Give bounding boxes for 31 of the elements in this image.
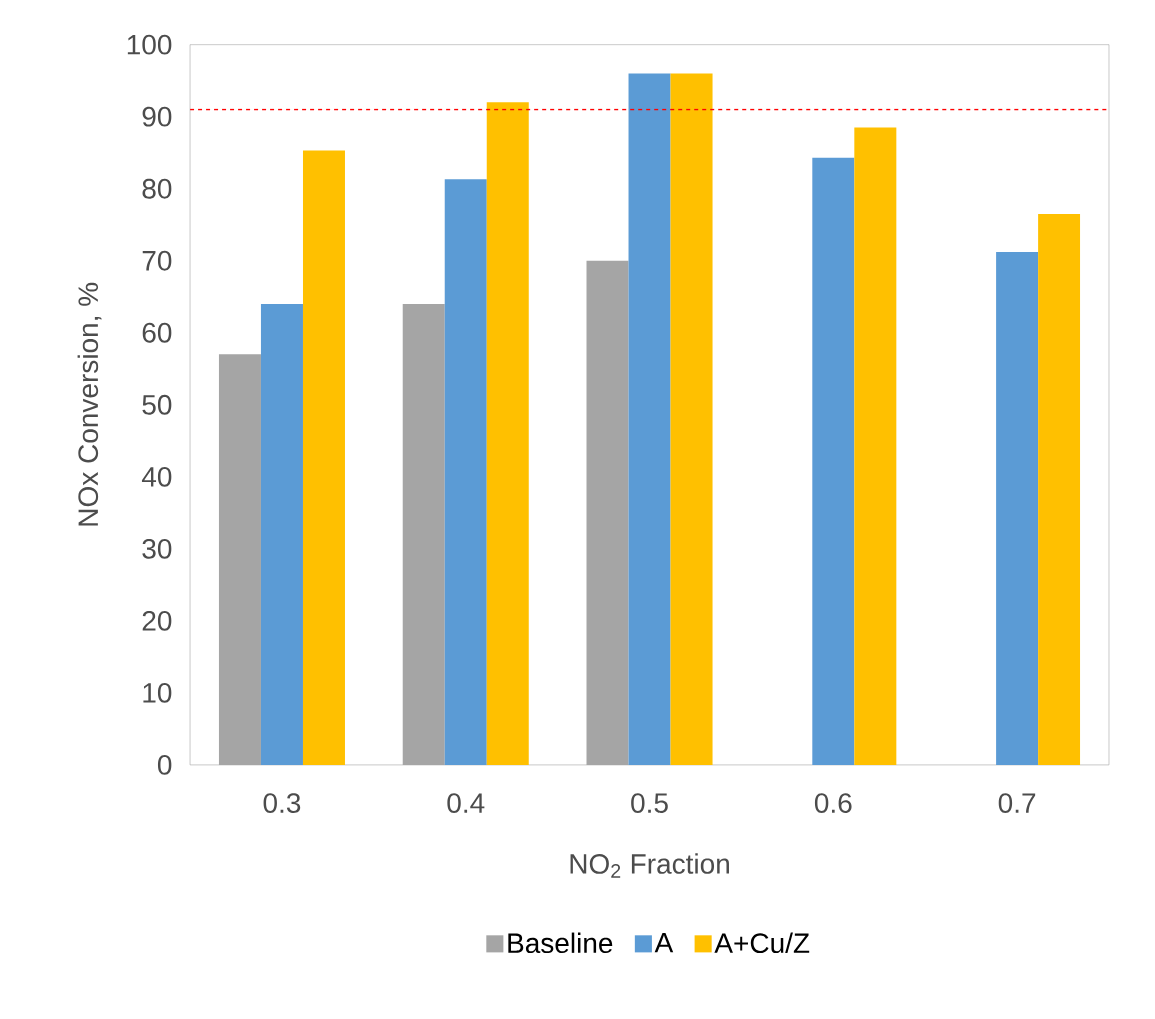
bar (444, 179, 487, 765)
legend-label: A (654, 933, 674, 953)
bar (260, 303, 303, 765)
y-tick-label: 30 (142, 538, 172, 559)
y-tick-label: 70 (142, 250, 172, 271)
bar (996, 252, 1039, 765)
x-tick-label: 0.7 (998, 793, 1036, 814)
legend-label: A+Cu/Z (714, 932, 810, 954)
bar (302, 150, 345, 765)
y-tick-label: 50 (142, 394, 172, 415)
y-tick-label: 90 (142, 106, 172, 127)
bar (854, 127, 897, 765)
y-tick-label: 10 (143, 682, 172, 703)
y-axis-title: NOx Conversion, % (77, 282, 102, 526)
y-tick-label: 40 (141, 466, 172, 487)
bar (670, 73, 713, 765)
x-axis-title: NO$_{2}$ Fraction (570, 853, 729, 878)
y-tick-label: 60 (142, 322, 172, 343)
bar (1038, 213, 1081, 765)
x-tick-label: 0.5 (631, 793, 668, 814)
x-tick-label: 0.4 (447, 793, 485, 814)
bar (812, 157, 855, 765)
y-tick-label: 100 (127, 34, 172, 55)
legend-label: Baseline (508, 932, 613, 954)
y-tick-label: 0 (157, 754, 172, 775)
y-tick-label: 20 (142, 610, 172, 631)
y-tick-label: 80 (142, 178, 172, 199)
bar (486, 102, 529, 765)
x-tick-label: 0.6 (814, 793, 852, 814)
bar (628, 73, 671, 765)
x-tick-label: 0.3 (263, 793, 301, 814)
